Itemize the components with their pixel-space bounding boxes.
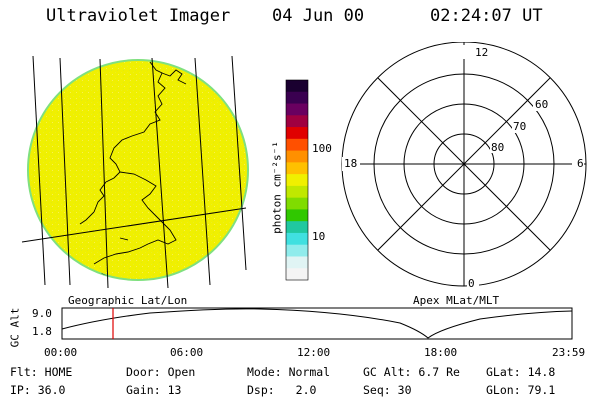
colorbar-panel [285, 79, 309, 281]
seq-value: 30 [397, 383, 412, 397]
glat-field: GLat: 14.8 [486, 365, 555, 379]
coastline [69, 61, 187, 279]
flt-field: Flt: HOME [10, 365, 72, 379]
meridian-line [59, 57, 71, 286]
gain-field: Gain: 13 [126, 383, 181, 397]
seq-label: Seq: [363, 383, 391, 397]
time-label: 02:24:07 UT [430, 6, 543, 26]
mode-value: Normal [288, 365, 331, 379]
colorbar-gradient [286, 80, 308, 281]
altitude-plot [61, 307, 573, 340]
time-tick-0: 00:00 [44, 346, 78, 359]
door-label: Door: [126, 365, 161, 379]
glon-field: GLon: 79.1 [486, 383, 555, 397]
colorbar-cell [286, 185, 308, 199]
dsp-value: 2.0 [295, 383, 317, 397]
time-tick-1: 06:00 [170, 346, 204, 359]
meridian-line [194, 57, 211, 286]
colorbar-cell [286, 232, 308, 246]
colorbar-cell [286, 209, 308, 222]
gcalt-field: GC Alt: 6.7 Re [363, 365, 460, 379]
colorbar-cell [286, 138, 308, 152]
mlt-label-6: 6 [577, 157, 584, 170]
colorbar-cell [286, 91, 308, 105]
colorbar-cell [286, 197, 308, 211]
gain-label: Gain: [126, 383, 161, 397]
meridian-line [151, 57, 169, 289]
mlt-label-12: 12 [475, 46, 489, 59]
gain-value: 13 [167, 383, 182, 397]
colorbar-cell [286, 103, 308, 116]
colorbar-cell [286, 244, 308, 258]
latitude-line [21, 207, 247, 243]
meridian-line [231, 55, 247, 271]
ip-field: IP: 36.0 [10, 383, 65, 397]
mlat-label-70: 70 [513, 120, 527, 133]
dsp-field: Dsp: 2.0 [247, 383, 316, 397]
altitude-curve [61, 308, 573, 339]
flt-label: Flt: [10, 365, 38, 379]
colorbar-unit-label: photon cm⁻²s⁻¹ [270, 141, 284, 234]
colorbar-cell [286, 80, 308, 93]
mode-field: Mode: Normal [247, 365, 330, 379]
mlt-label-0: 0 [468, 277, 475, 290]
glon-label: GLon: [486, 383, 521, 397]
altitude-ytick-low: 1.8 [32, 325, 52, 338]
polar-plot [341, 42, 587, 289]
altitude-frame [61, 307, 573, 340]
altitude-ytick-high: 9.0 [32, 307, 52, 320]
date-label: 04 Jun 00 [272, 6, 365, 26]
colorbar-cell [286, 162, 308, 175]
colorbar-cell [286, 221, 308, 234]
glat-label: GLat: [486, 365, 521, 379]
mlt-label-18: 18 [344, 157, 358, 170]
colorbar-cell [286, 268, 308, 281]
polar-diagonal [377, 77, 551, 251]
gcalt-label: GC Alt: [363, 365, 412, 379]
time-tick-4: 23:59 [552, 346, 586, 359]
time-tick-3: 18:00 [424, 346, 458, 359]
colorbar-frame [285, 79, 309, 281]
time-tick-2: 12:00 [297, 346, 331, 359]
colorbar-tick-100: 100 [312, 142, 332, 155]
lat-lon-grid [21, 55, 247, 289]
flt-value: HOME [44, 365, 73, 379]
gcalt-value: 6.7 Re [418, 365, 460, 379]
globe-panel [21, 55, 249, 289]
app-title: Ultraviolet Imager [46, 6, 231, 26]
globe-limb [27, 59, 249, 281]
glon-value: 79.1 [527, 383, 556, 397]
mlat-label-80: 80 [491, 141, 505, 154]
colorbar-cell [286, 256, 308, 269]
mode-label: Mode: [247, 365, 282, 379]
dsp-label: Dsp: [247, 383, 275, 397]
door-value: Open [167, 365, 196, 379]
ip-value: 36.0 [37, 383, 66, 397]
colorbar-cell [286, 174, 308, 187]
seq-field: Seq: 30 [363, 383, 412, 397]
meridian-line [99, 58, 109, 289]
colorbar-cell [286, 127, 308, 140]
colorbar-cell [286, 150, 308, 163]
glat-value: 14.8 [527, 365, 556, 379]
globe-disk [28, 60, 248, 280]
altitude-ylabel: GC Alt [8, 307, 22, 348]
colorbar-cell [286, 115, 308, 128]
door-field: Door: Open [126, 365, 195, 379]
polar-caption: Apex MLat/MLT [413, 294, 500, 307]
colorbar-tick-10: 10 [312, 230, 326, 243]
meridian-line [32, 55, 46, 286]
globe-caption: Geographic Lat/Lon [68, 294, 188, 307]
ip-label: IP: [10, 383, 31, 397]
mlat-label-60: 60 [535, 98, 549, 111]
